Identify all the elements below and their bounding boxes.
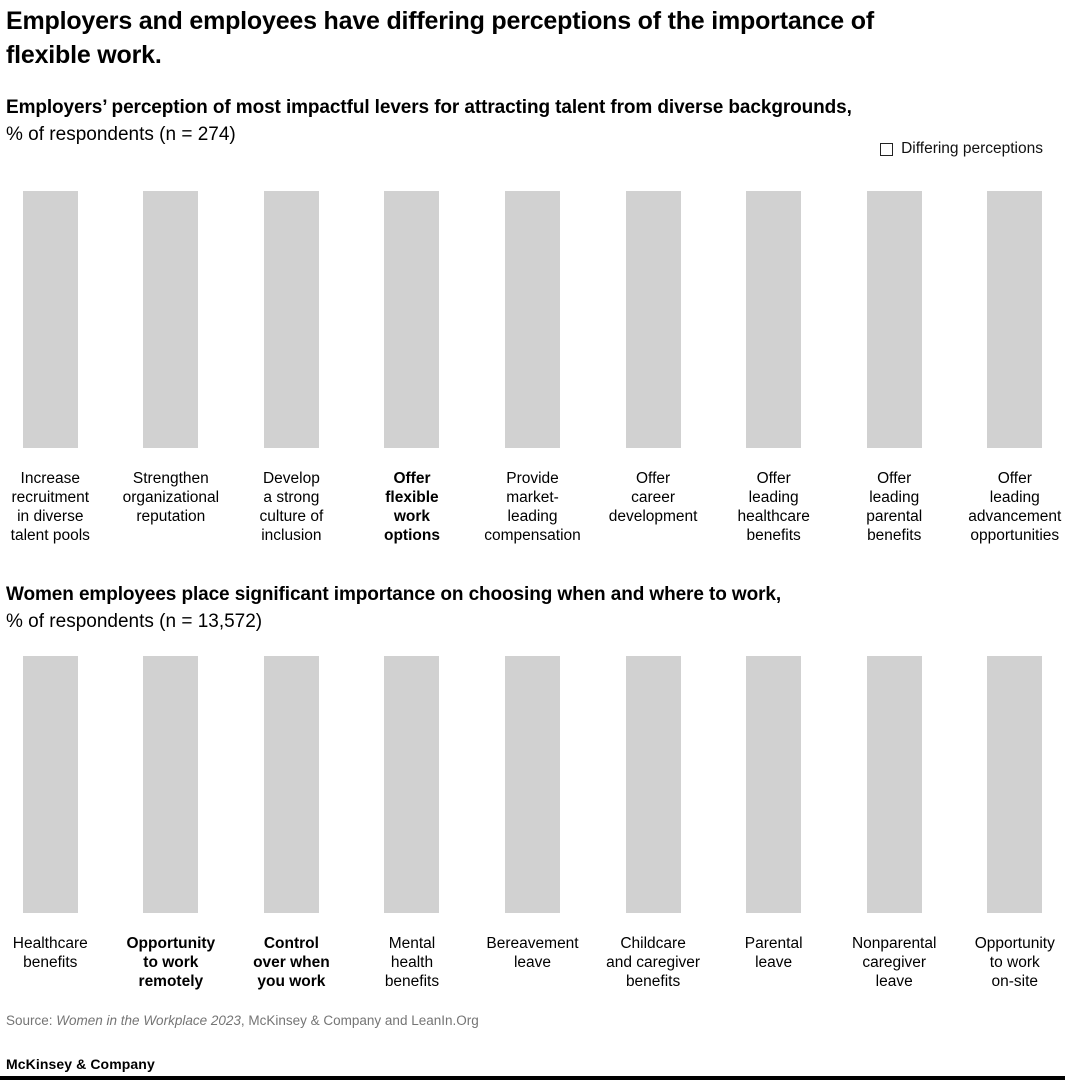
source-suffix: , McKinsey & Company and LeanIn.Org [240,1013,479,1028]
bar-label: Opportunity to work remotely [126,935,216,990]
bar-column: Childcare and caregiver benefits [593,656,714,991]
bar [22,656,78,913]
bar-column: Strengthen organizational reputation [111,191,232,545]
bar-column: Provide market- leading compensation [472,191,593,545]
bar [505,191,561,448]
bar-column: Control over when you work [231,656,352,991]
bar [746,191,802,448]
bar-label: Parental leave [744,935,803,971]
bar [22,191,78,448]
chart2-heading: Women employees place significant import… [6,584,782,605]
bar-label: Develop a strong culture of inclusion [259,470,324,544]
bar [625,656,681,913]
bar-label: Mental health benefits [384,935,440,990]
legend: Differing perceptions [880,140,1043,158]
bar-label: Offer career development [608,470,698,525]
bar-label: Healthcare benefits [12,935,88,971]
bar [263,656,319,913]
bar [505,656,561,913]
chart2-header: Women employees place significant import… [6,581,1056,635]
bar-label: Childcare and caregiver benefits [606,935,701,990]
chart1-heading: Employers’ perception of most impactful … [6,97,852,118]
bar [143,656,199,913]
differing-perceptions-square-icon [880,142,894,156]
bar-column: Increase recruitment in diverse talent p… [0,191,111,545]
page-title: Employers and employees have differing p… [6,7,874,69]
bar-column: Offer flexible work options [352,191,473,545]
bar-column: Mental health benefits [352,656,473,991]
bar-column: Opportunity to work on-site [955,656,1065,991]
bar-label: Nonparental caregiver leave [851,935,937,990]
bar-column: Offer leading healthcare benefits [713,191,834,545]
bar-column: Healthcare benefits [0,656,111,991]
bar [143,191,199,448]
bar-label: Offer leading advancement opportunities [968,470,1062,544]
source-prefix: Source: [6,1013,57,1028]
bar-column: Parental leave [713,656,834,991]
bar-column: Bereavement leave [472,656,593,991]
bar-label: Offer flexible work options [383,470,440,544]
source-line: Source: Women in the Workplace 2023, McK… [6,1013,479,1028]
bar-label: Increase recruitment in diverse talent p… [10,470,90,544]
bar [625,191,681,448]
bar-label: Offer leading parental benefits [866,470,923,544]
bar-column: Opportunity to work remotely [111,656,232,991]
bar-label: Control over when you work [253,935,330,990]
legend-label: Differing perceptions [901,140,1043,157]
chart1-header: Employers’ perception of most impactful … [6,94,1056,148]
bar [987,191,1043,448]
bottom-rule [0,1076,1065,1080]
bar-label: Provide market- leading compensation [484,470,581,544]
chart1-bar-row: Increase recruitment in diverse talent p… [0,191,1065,545]
bar [987,656,1043,913]
bar [866,656,922,913]
source-report-name: Women in the Workplace 2023 [56,1013,241,1028]
bar [263,191,319,448]
bar-column: Offer leading parental benefits [834,191,955,545]
chart2-bar-row: Healthcare benefits Opportunity to work … [0,656,1065,991]
bar [866,191,922,448]
bar [384,656,440,913]
bar-label: Strengthen organizational reputation [122,470,220,525]
mckinsey-logo: McKinsey & Company [6,1056,155,1072]
bar-column: Offer career development [593,191,714,545]
bar [384,191,440,448]
chart2-subheading: % of respondents (n = 13,572) [6,611,263,632]
bar [746,656,802,913]
bar-column: Nonparental caregiver leave [834,656,955,991]
bar-label: Offer leading healthcare benefits [737,470,810,544]
bar-column: Offer leading advancement opportunities [955,191,1065,545]
bar-label: Bereavement leave [486,935,579,971]
chart1-subheading: % of respondents (n = 274) [6,124,236,145]
bar-label: Opportunity to work on-site [974,935,1055,990]
bar-column: Develop a strong culture of inclusion [231,191,352,545]
